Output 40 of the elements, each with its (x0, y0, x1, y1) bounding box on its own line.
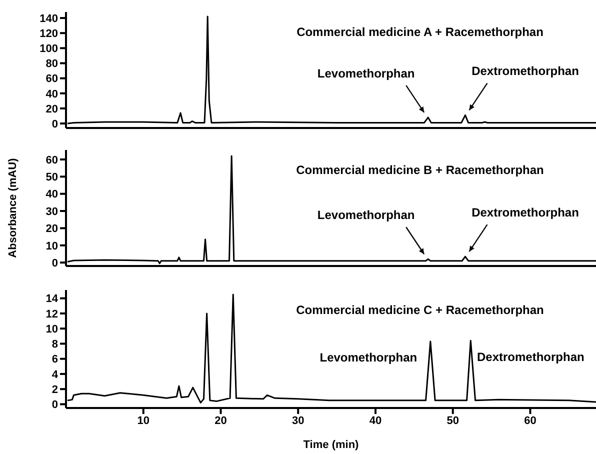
y-tick-label: 50 (46, 172, 58, 184)
y-tick-label: 2 (52, 384, 58, 396)
annotation: Commercial medicine C + Racemethorphan (296, 303, 544, 317)
y-tick-label: 100 (40, 43, 58, 56)
y-tick-label: 20 (46, 103, 58, 116)
annotation: Levomethorphan (320, 350, 418, 365)
y-tick-label: 10 (46, 323, 58, 336)
annotation: Dextromethorphan (472, 206, 579, 220)
x-tick-label: 40 (369, 414, 382, 427)
y-tick-label: 80 (46, 58, 58, 70)
y-tick-label: 10 (46, 240, 58, 252)
y-tick-label: 12 (46, 308, 58, 320)
y-tick-label: 0 (52, 399, 58, 412)
x-tick-label: 20 (214, 414, 227, 427)
y-tick-label: 30 (46, 206, 58, 218)
x-tick-label: 30 (292, 414, 304, 427)
annotation: Commercial medicine A + Racemethorphan (296, 25, 544, 39)
y-tick-label: 140 (40, 12, 58, 25)
y-axis-title: Absorbance (mAU) (6, 158, 19, 258)
y-tick-label: 60 (46, 154, 58, 166)
annotation: Dextromethorphan (476, 350, 584, 364)
x-tick-label: 60 (524, 414, 536, 427)
y-tick-label: 14 (46, 293, 59, 306)
y-tick-label: 8 (52, 338, 58, 351)
y-tick-label: 4 (52, 368, 59, 381)
annotation: Levomethorphan (317, 208, 415, 222)
y-tick-label: 20 (46, 223, 58, 236)
x-axis-title: Time (min) (303, 439, 360, 451)
x-tick-label: 10 (137, 414, 150, 427)
x-tick-label: 50 (446, 414, 459, 427)
y-tick-label: 40 (46, 88, 58, 100)
annotation: Dextromethorphan (472, 64, 579, 78)
annotation: Levomethorphan (317, 66, 415, 80)
y-tick-label: 120 (40, 28, 58, 40)
y-tick-label: 6 (52, 354, 58, 366)
y-tick-label: 0 (52, 257, 58, 270)
y-tick-label: 40 (46, 188, 58, 201)
y-tick-label: 60 (46, 73, 58, 86)
y-tick-label: 0 (52, 118, 58, 130)
annotation: Commercial medicine B + Racemethorphan (296, 163, 544, 177)
